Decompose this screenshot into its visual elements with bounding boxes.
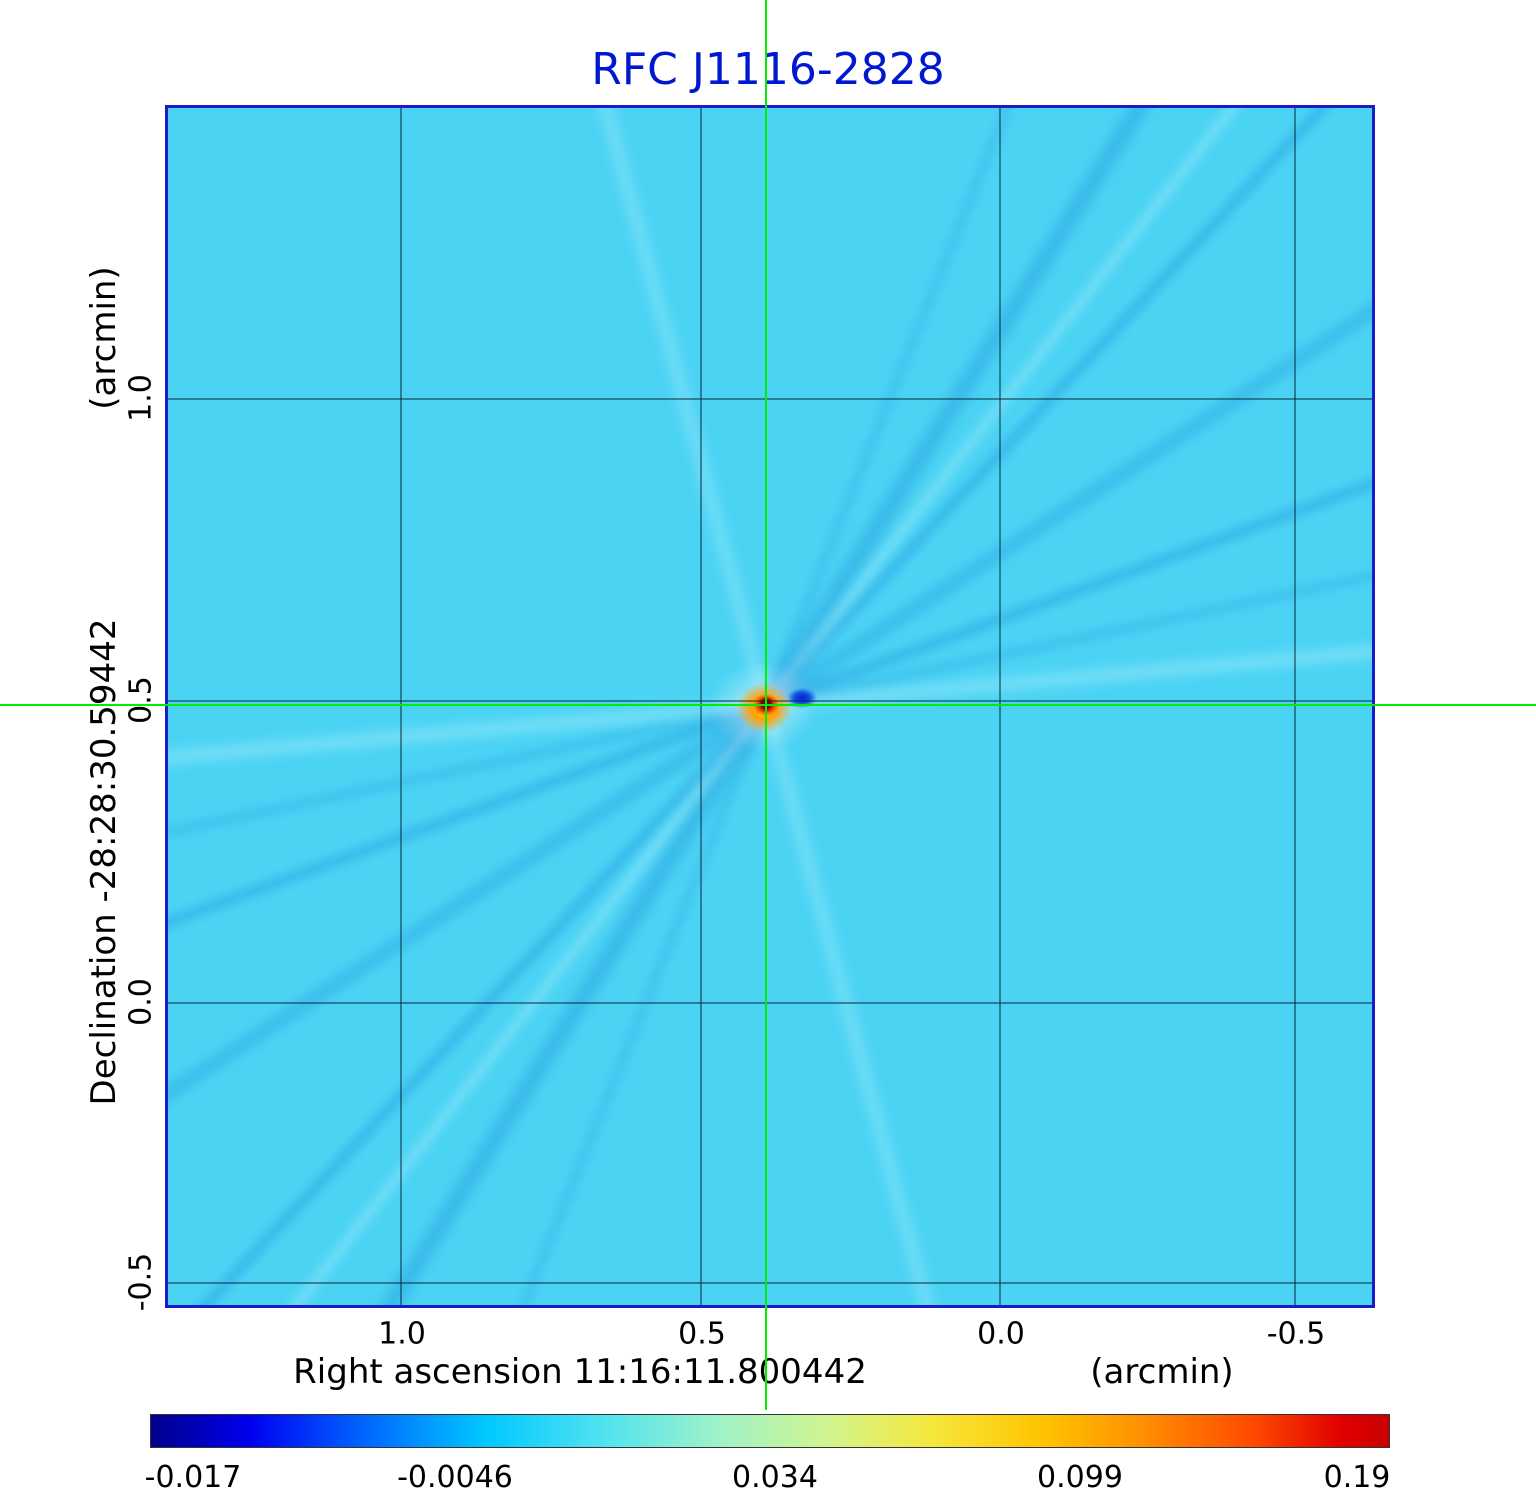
grid-line-v-4 bbox=[1294, 108, 1296, 1305]
grid-line-v-2 bbox=[700, 108, 702, 1305]
x-tick-2: 0.5 bbox=[678, 1316, 726, 1352]
y-axis-unit-label: (arcmin) bbox=[84, 266, 124, 410]
y-tick-2: 0.5 bbox=[123, 676, 159, 724]
x-axis-unit-label: (arcmin) bbox=[1090, 1352, 1234, 1392]
grid-line-h-4 bbox=[168, 1282, 1372, 1284]
y-tick-4: -0.5 bbox=[123, 1252, 159, 1312]
grid-line-h-3 bbox=[168, 1002, 1372, 1004]
x-tick-3: 0.0 bbox=[977, 1316, 1025, 1352]
grid-line-h-2 bbox=[168, 700, 1372, 702]
colorbar-tick-2: -0.0046 bbox=[397, 1460, 513, 1495]
y-tick-1: 1.0 bbox=[123, 374, 159, 422]
grid-line-v-3 bbox=[999, 108, 1001, 1305]
x-tick-1: 1.0 bbox=[378, 1316, 426, 1352]
x-tick-4: -0.5 bbox=[1266, 1316, 1326, 1352]
y-tick-3: 0.0 bbox=[123, 978, 159, 1026]
colorbar-tick-3: 0.034 bbox=[732, 1460, 818, 1495]
page-title: RFC J1116-2828 bbox=[591, 44, 945, 95]
sky-map bbox=[165, 105, 1375, 1308]
colorbar-tick-5: 0.19 bbox=[1323, 1460, 1391, 1495]
grid-line-v-1 bbox=[400, 108, 402, 1305]
colorbar-tick-1: -0.017 bbox=[144, 1460, 242, 1495]
x-axis-label: Right ascension 11:16:11.800442 bbox=[293, 1352, 867, 1392]
y-axis-label: Declination -28:28:30.59442 bbox=[84, 618, 124, 1106]
negative-sidelobe-spot bbox=[787, 688, 817, 708]
crosshair-horizontal-line bbox=[0, 704, 1536, 706]
colorbar bbox=[150, 1414, 1390, 1448]
colorbar-tick-4: 0.099 bbox=[1037, 1460, 1123, 1495]
grid-line-h-1 bbox=[168, 398, 1372, 400]
